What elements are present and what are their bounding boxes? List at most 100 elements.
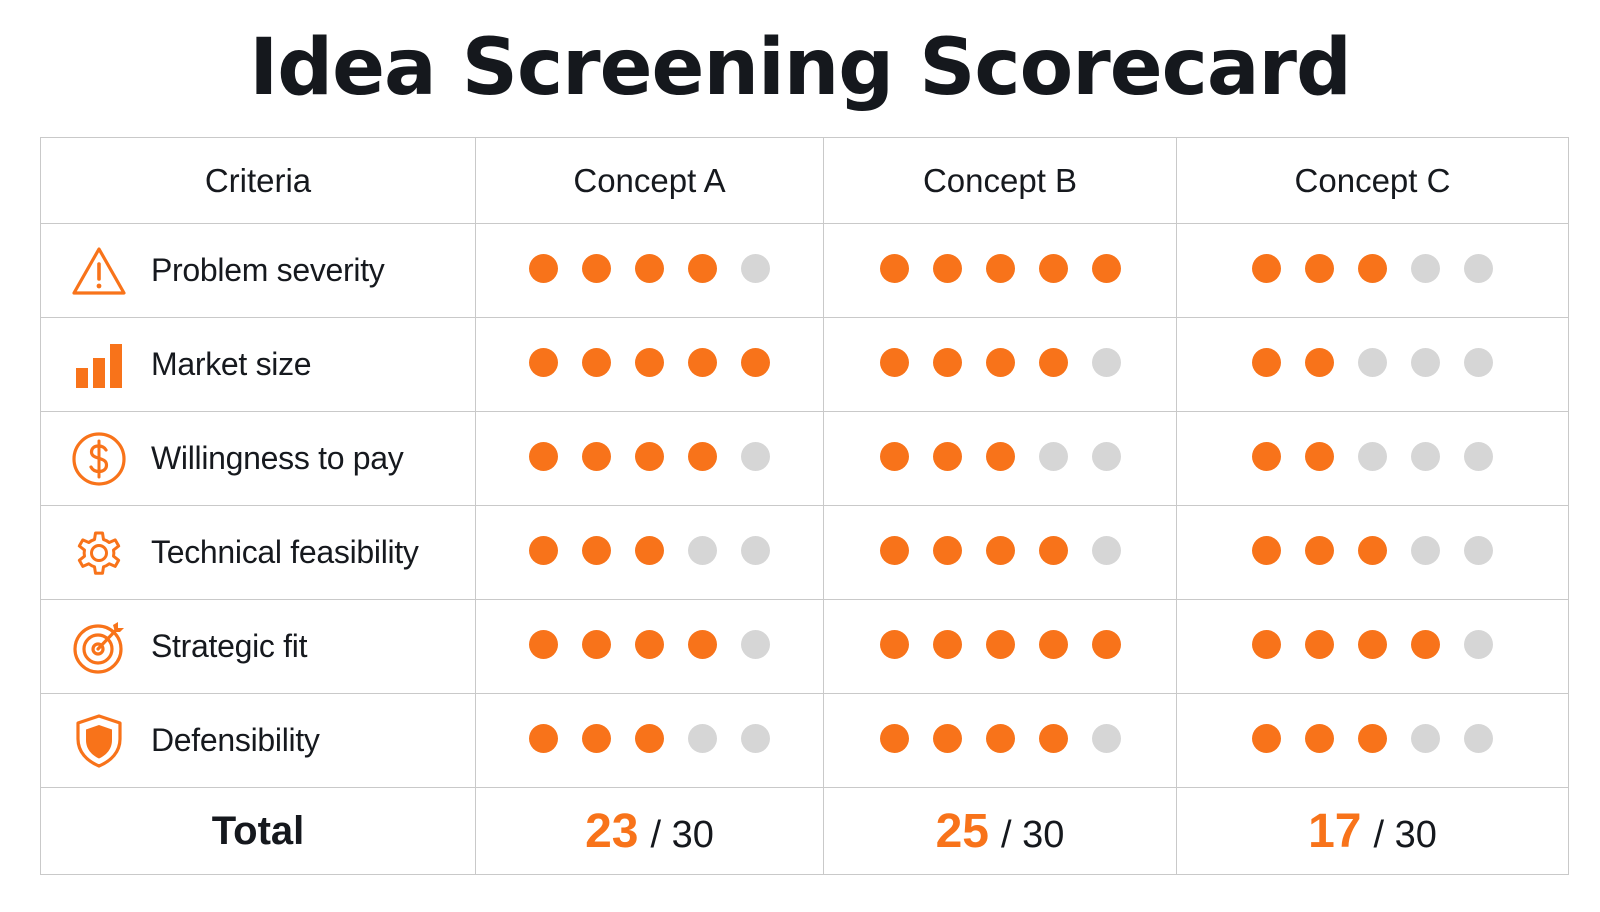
criterion-row-willingness-to-pay: Willingness to pay (40, 411, 1569, 506)
rating-dots (1252, 629, 1493, 659)
rating-dot-empty (688, 723, 717, 753)
total-score: 25 (935, 804, 989, 858)
criterion-label: Defensibility (151, 722, 320, 758)
score-cell (1176, 317, 1569, 412)
rating-dot-empty (1091, 535, 1121, 565)
score-cell (1176, 693, 1569, 788)
criterion-cell: Market size (40, 317, 476, 412)
rating-dot-filled (879, 723, 909, 753)
header-concept-a: Concept A (475, 137, 824, 224)
page-title: Idea Screening Scorecard (249, 23, 1352, 113)
rating-dot-filled (529, 629, 558, 659)
criterion-row-strategic-fit: Strategic fit (40, 599, 1569, 694)
rating-dot-filled (879, 253, 909, 283)
rating-dot-filled (1411, 629, 1440, 659)
rating-dot-filled (1252, 441, 1281, 471)
rating-dots (879, 347, 1121, 377)
score-cell (475, 317, 824, 412)
score-cell (1176, 505, 1569, 600)
rating-dot-filled (1038, 535, 1068, 565)
criterion-label: Strategic fit (151, 628, 308, 664)
rating-dot-filled (1305, 629, 1334, 659)
rating-dot-empty (1358, 347, 1387, 377)
rating-dot-empty (741, 535, 770, 565)
rating-dot-empty (1411, 535, 1440, 565)
score-cell (475, 411, 824, 506)
rating-dot-filled (635, 441, 664, 471)
rating-dot-filled (985, 629, 1015, 659)
rating-dot-filled (985, 723, 1015, 753)
rating-dot-filled (1252, 535, 1281, 565)
target-icon (71, 619, 127, 675)
criterion-row-market-size: Market size (40, 317, 1569, 412)
rating-dot-filled (582, 723, 611, 753)
criterion-row-defensibility: Defensibility (40, 693, 1569, 788)
rating-dot-empty (1464, 535, 1493, 565)
shield-icon (71, 713, 127, 769)
rating-dots (529, 253, 770, 283)
rating-dot-filled (1358, 629, 1387, 659)
rating-dot-filled (635, 723, 664, 753)
rating-dot-filled (932, 723, 962, 753)
rating-dot-empty (1464, 723, 1493, 753)
score-cell (823, 223, 1177, 318)
scorecard-table: Criteria Concept A Concept B Concept C P… (40, 137, 1569, 875)
rating-dot-filled (1252, 723, 1281, 753)
rating-dot-filled (635, 253, 664, 283)
criterion-row-technical-feasibility: Technical feasibility (40, 505, 1569, 600)
rating-dots (879, 253, 1121, 283)
rating-dot-filled (529, 253, 558, 283)
rating-dot-filled (932, 253, 962, 283)
rating-dot-filled (1038, 629, 1068, 659)
rating-dot-filled (932, 535, 962, 565)
rating-dot-filled (1358, 723, 1387, 753)
rating-dot-empty (1091, 441, 1121, 471)
total-score: 23 (585, 804, 639, 858)
dollar-icon (71, 431, 127, 487)
score-cell (823, 411, 1177, 506)
rating-dot-filled (985, 441, 1015, 471)
total-label: Total (40, 787, 476, 875)
rating-dot-filled (932, 347, 962, 377)
rating-dot-filled (582, 347, 611, 377)
rating-dot-filled (582, 535, 611, 565)
rating-dot-filled (529, 535, 558, 565)
rating-dot-filled (1091, 629, 1121, 659)
rating-dot-filled (635, 347, 664, 377)
score-cell (1176, 223, 1569, 318)
total-score: 17 (1308, 804, 1362, 858)
rating-dot-empty (1411, 441, 1440, 471)
rating-dot-filled (582, 253, 611, 283)
rating-dot-filled (741, 347, 770, 377)
rating-dot-filled (582, 441, 611, 471)
rating-dot-filled (1305, 347, 1334, 377)
rating-dot-filled (582, 629, 611, 659)
rating-dot-filled (635, 629, 664, 659)
rating-dot-filled (688, 347, 717, 377)
total-max: / 30 (1373, 813, 1437, 856)
rating-dots (529, 535, 770, 565)
rating-dot-filled (879, 441, 909, 471)
criterion-cell: Problem severity (40, 223, 476, 318)
rating-dot-empty (1411, 347, 1440, 377)
score-cell (823, 693, 1177, 788)
rating-dot-empty (1091, 723, 1121, 753)
bar-chart-icon (71, 337, 127, 393)
total-cell-concept-a: 23 / 30 (475, 787, 824, 875)
rating-dots (529, 347, 770, 377)
header-criteria: Criteria (40, 137, 476, 224)
rating-dots (879, 535, 1121, 565)
rating-dot-filled (1038, 253, 1068, 283)
rating-dot-empty (741, 253, 770, 283)
rating-dot-filled (1252, 253, 1281, 283)
criterion-label: Market size (151, 346, 312, 382)
rating-dot-empty (688, 535, 717, 565)
rating-dot-empty (1464, 441, 1493, 471)
total-max: / 30 (650, 813, 714, 856)
criterion-label: Technical feasibility (151, 534, 419, 570)
gear-icon (71, 525, 127, 581)
rating-dot-empty (1358, 441, 1387, 471)
total-max: / 30 (1001, 813, 1065, 856)
rating-dot-empty (1464, 347, 1493, 377)
rating-dot-empty (1464, 629, 1493, 659)
